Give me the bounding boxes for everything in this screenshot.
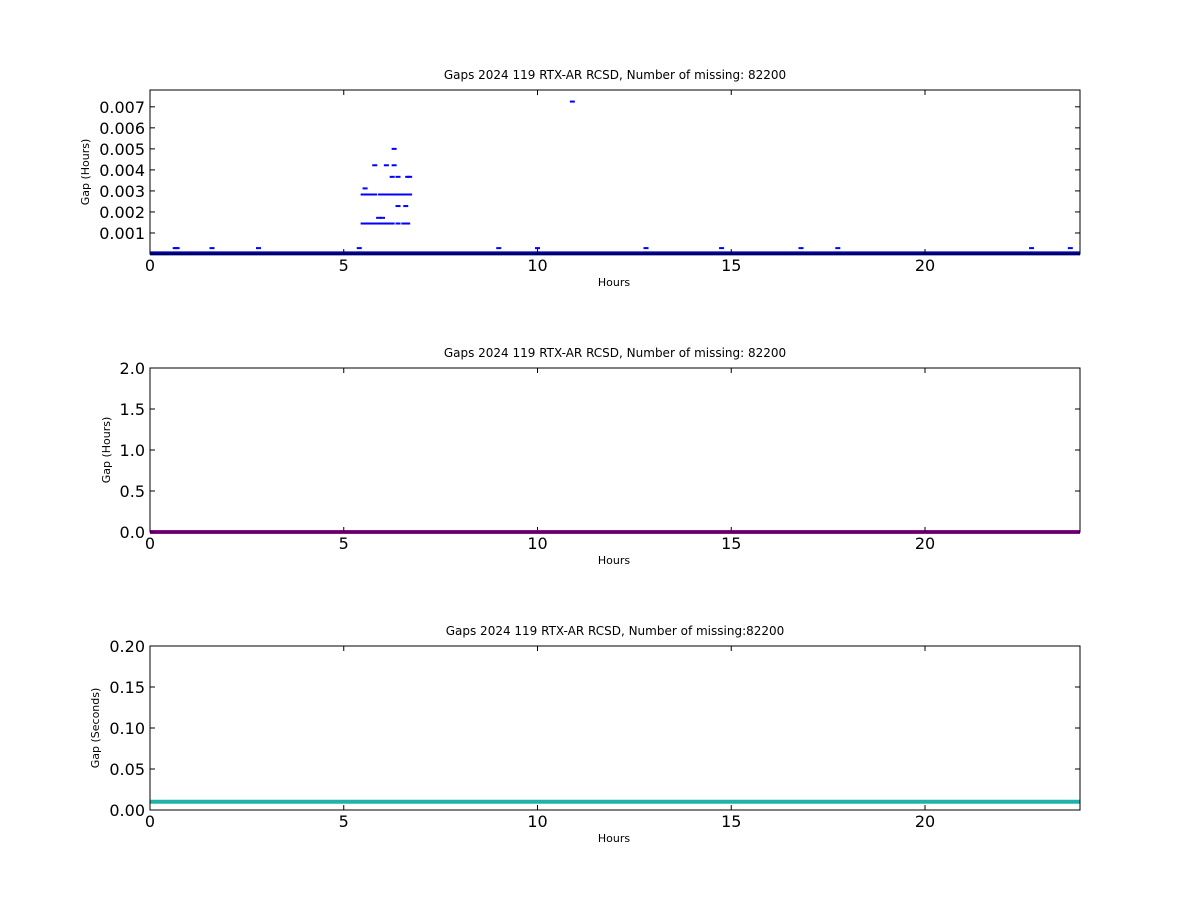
panel-1-data-point-14 — [569, 100, 575, 103]
panel-2-y-tick-label: 1.5 — [120, 400, 145, 419]
panel-2-x-tick-label: 20 — [915, 534, 935, 553]
panel-3-x-tick-label: 5 — [339, 812, 349, 831]
panel-1-data-point-9 — [719, 247, 725, 250]
panel-1-data-point-46 — [407, 193, 413, 196]
panel-1: Gaps 2024 119 RTX-AR RCSD, Number of mis… — [79, 68, 1081, 289]
panel-3-x-tick-label: 20 — [915, 812, 935, 831]
panel-1-data-point-16 — [372, 164, 378, 167]
panel-3-x-tick-label: 10 — [527, 812, 547, 831]
panel-1-ticks: 0 5 10 15 20 0.001 0.002 0.003 0.004 0.005 0.006 0.… — [99, 90, 1080, 275]
panel-3-y-tick-label: 0.10 — [109, 719, 145, 738]
panel-1-data-point-6 — [496, 247, 502, 250]
panel-3-x-tick-label: 0 — [145, 812, 155, 831]
panel-1-x-tick-label: 5 — [339, 256, 349, 275]
panel-1-data-point-70 — [405, 222, 411, 225]
panel-2-x-tick-label: 15 — [721, 534, 741, 553]
panel-1-data-point-8 — [643, 247, 649, 250]
panel-3-ticks: 0 5 10 15 20 0.00 0.05 0.10 0.15 0.20 — [109, 637, 1080, 831]
panel-2-y-tick-label: 0.0 — [120, 523, 145, 542]
panel-3-title: Gaps 2024 119 RTX-AR RCSD, Number of mis… — [446, 624, 785, 638]
panel-3: Gaps 2024 119 RTX-AR RCSD, Number of mis… — [89, 624, 1081, 845]
panel-1-title: Gaps 2024 119 RTX-AR RCSD, Number of mis… — [444, 68, 786, 82]
panel-2-title: Gaps 2024 119 RTX-AR RCSD, Number of mis… — [444, 346, 786, 360]
panel-1-data-point-30 — [372, 193, 378, 196]
panel-2-ticks: 0 5 10 15 20 0.0 0.5 1.0 1.5 2.0 — [120, 359, 1080, 553]
panel-1-x-tick-label: 20 — [915, 256, 935, 275]
panel-1-y-tick-label: 0.006 — [99, 119, 145, 138]
panel-1-x-tick-label: 10 — [527, 256, 547, 275]
panel-1-data-point-13 — [1067, 247, 1073, 250]
panel-1-data-point-66 — [389, 222, 395, 225]
panel-2-x-tick-label: 0 — [145, 534, 155, 553]
panel-1-data-point-10 — [798, 247, 804, 250]
panel-1-plot-frame — [149, 89, 1081, 255]
panel-1-data-point-15 — [391, 147, 397, 150]
panel-2: Gaps 2024 119 RTX-AR RCSD, Number of mis… — [100, 346, 1081, 567]
panel-1-data-point-2 — [174, 247, 180, 250]
panel-1-x-axis-label: Hours — [598, 276, 630, 289]
panel-1-data-point-19 — [389, 175, 395, 178]
panel-2-x-axis-label: Hours — [598, 554, 630, 567]
panel-2-y-tick-label: 2.0 — [120, 359, 145, 378]
panel-1-y-tick-label: 0.005 — [99, 140, 145, 159]
panel-1-data-point-67 — [395, 222, 401, 225]
panel-1-y-tick-label: 0.001 — [99, 224, 145, 243]
panel-2-y-tick-label: 0.5 — [120, 482, 145, 501]
panel-1-data-point-5 — [356, 247, 362, 250]
panel-2-x-tick-label: 5 — [339, 534, 349, 553]
panel-3-y-tick-label: 0.15 — [109, 678, 145, 697]
panel-1-data-point-23 — [362, 187, 368, 190]
panel-2-y-tick-label: 1.0 — [120, 441, 145, 460]
panel-1-data-point-3 — [209, 247, 215, 250]
panel-1-data-point-22 — [407, 175, 413, 178]
panel-1-data-point-18 — [391, 164, 397, 167]
panel-1-data-point-11 — [835, 247, 841, 250]
panel-1-data-point-12 — [1029, 247, 1035, 250]
panel-3-y-tick-label: 0.20 — [109, 637, 145, 656]
panel-3-x-axis-label: Hours — [598, 832, 630, 845]
panel-1-data-point-50 — [380, 216, 385, 219]
panel-1-data-point-20 — [395, 175, 401, 178]
panel-2-x-tick-label: 10 — [527, 534, 547, 553]
panel-1-x-tick-label: 15 — [721, 256, 741, 275]
panel-1-data-point-17 — [383, 164, 389, 167]
panel-3-y-axis-label: Gap (Seconds) — [89, 688, 102, 769]
panel-3-y-tick-label: 0.05 — [109, 760, 145, 779]
panel-1-y-tick-label: 0.003 — [99, 182, 145, 201]
panel-1-data-point-7 — [535, 247, 540, 250]
panel-1-data-point-4 — [256, 247, 261, 250]
panel-3-x-tick-label: 15 — [721, 812, 741, 831]
panel-1-data-point-48 — [403, 205, 409, 208]
panel-1-y-tick-label: 0.007 — [99, 98, 145, 117]
panel-1-y-tick-label: 0.004 — [99, 161, 145, 180]
panel-1-data-point-49 — [376, 216, 382, 219]
panel-2-y-axis-label: Gap (Hours) — [100, 417, 113, 484]
panel-1-data-point-47 — [395, 205, 401, 208]
panel-3-y-tick-label: 0.00 — [109, 801, 145, 820]
panel-1-x-tick-label: 0 — [145, 256, 155, 275]
panel-1-y-tick-label: 0.002 — [99, 203, 145, 222]
panel-1-y-axis-label: Gap (Hours) — [79, 139, 92, 206]
